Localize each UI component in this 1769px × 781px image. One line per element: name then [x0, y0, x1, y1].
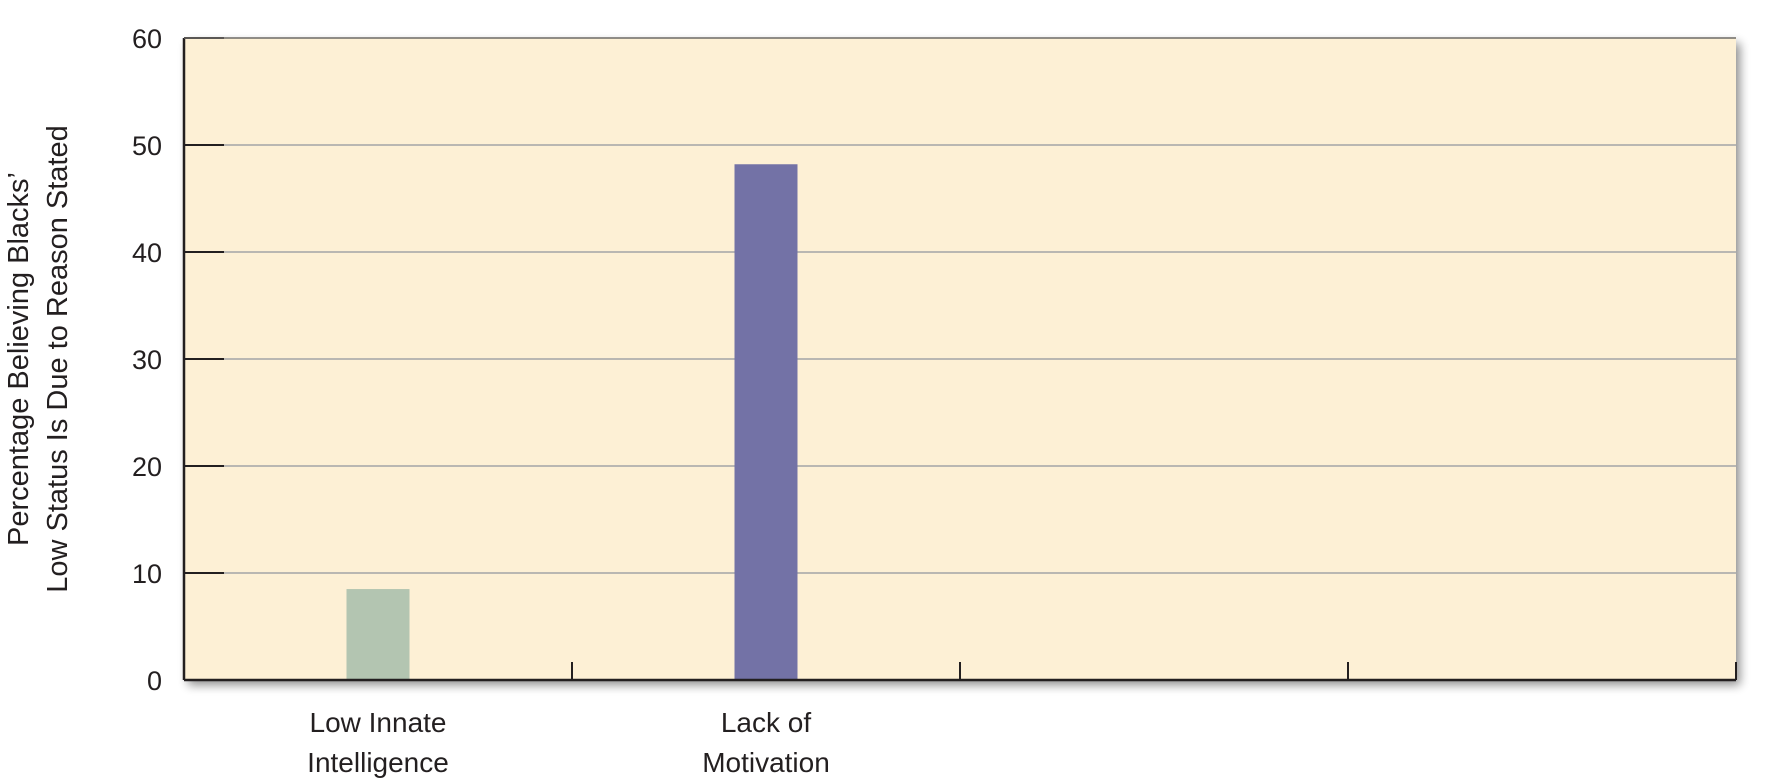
y-tick-label: 60 [132, 24, 162, 54]
y-tick-label: 30 [132, 345, 162, 375]
x-category-label: Intelligence [307, 747, 449, 778]
y-axis-title: Percentage Believing Blacks’ [3, 172, 35, 546]
x-category-label: Motivation [702, 747, 830, 778]
y-axis-title: Low Status Is Due to Reason Stated [42, 125, 74, 593]
y-tick-label: 50 [132, 131, 162, 161]
axes [182, 37, 1737, 682]
x-category-label: Low Innate [310, 707, 447, 738]
gridlines [184, 144, 1736, 574]
y-tick-label: 40 [132, 238, 162, 268]
y-tick-label: 10 [132, 559, 162, 589]
y-tick-label: 20 [132, 452, 162, 482]
bar [346, 589, 410, 680]
labels: 0 10 20 30 40 50 60 Low Innate Intelligence Lack … [3, 24, 830, 778]
bar [734, 164, 798, 680]
y-tick-label: 0 [147, 666, 162, 696]
bars [346, 164, 798, 680]
x-category-label: Lack of [721, 707, 811, 738]
